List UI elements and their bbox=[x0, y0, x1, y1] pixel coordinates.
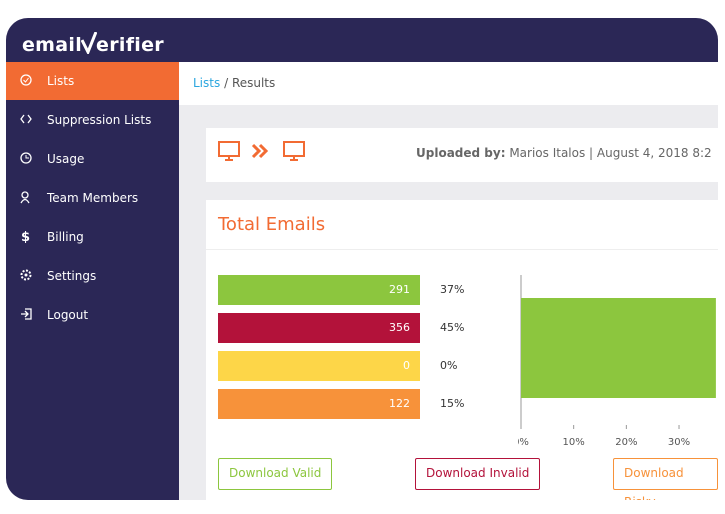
logo-suffix: erifier bbox=[96, 34, 164, 56]
sidebar-item[interactable]: Suppression Lists bbox=[6, 101, 179, 139]
sidebar-icon bbox=[21, 308, 32, 320]
sidebar-item[interactable]: Lists bbox=[6, 62, 179, 100]
breadcrumb-current: Results bbox=[231, 76, 276, 90]
status-percent: 15% bbox=[440, 397, 465, 410]
logo-check bbox=[80, 31, 98, 56]
sidebar-label: Usage bbox=[47, 152, 85, 166]
sidebar-icon bbox=[20, 191, 30, 204]
divider bbox=[206, 249, 718, 250]
sidebar: Lists Suppression Lists Usage Team Members $… bbox=[6, 62, 179, 500]
upload-info: Uploaded by: Marios Italos | August 4, 2… bbox=[416, 146, 712, 160]
upload-label: Uploaded by: bbox=[416, 146, 506, 160]
sidebar-label: Logout bbox=[47, 308, 89, 322]
status-bar: 356 bbox=[218, 313, 420, 343]
sidebar-item[interactable]: Team Members bbox=[6, 179, 179, 217]
x-tick-label: 20% bbox=[615, 437, 637, 448]
x-tick-label: 0% bbox=[518, 437, 529, 448]
sidebar-label: Team Members bbox=[47, 191, 139, 205]
status-bar: 0 bbox=[218, 351, 420, 381]
bar-chart: 0% 10% 20% 30% bbox=[518, 275, 716, 448]
sidebar-label: Suppression Lists bbox=[47, 113, 152, 127]
sidebar-icon bbox=[20, 114, 32, 124]
sidebar-label: Lists bbox=[47, 74, 75, 88]
app-frame: email erifier Lists Suppression Lists Usage… bbox=[6, 18, 718, 500]
sidebar-item[interactable]: $ Billing bbox=[6, 218, 179, 256]
logo-prefix: email bbox=[22, 34, 83, 56]
sidebar-label: Settings bbox=[47, 269, 97, 283]
breadcrumb-link[interactable]: Lists bbox=[193, 76, 221, 90]
upload-text: Marios Italos | August 4, 2018 8:2 bbox=[509, 146, 712, 160]
status-percent: 37% bbox=[440, 283, 465, 296]
status-percent: 45% bbox=[440, 321, 465, 334]
sidebar-item[interactable]: Usage bbox=[6, 140, 179, 178]
x-tick-label: 10% bbox=[563, 437, 585, 448]
svg-text:$: $ bbox=[21, 230, 30, 243]
sidebar-icon bbox=[20, 269, 32, 281]
download-button[interactable]: Download Valid bbox=[218, 458, 333, 490]
download-button[interactable]: Download Invalid bbox=[415, 458, 541, 490]
upload-card: Uploaded by: Marios Italos | August 4, 2… bbox=[206, 128, 718, 182]
sidebar-item[interactable]: Logout bbox=[6, 296, 179, 334]
bar bbox=[521, 298, 716, 398]
sidebar-icon bbox=[20, 152, 32, 164]
breadcrumb-separator: / bbox=[224, 76, 229, 90]
card-title: Total Emails bbox=[218, 214, 326, 235]
breadcrumb: Lists / Results bbox=[179, 62, 718, 105]
sidebar-label: Billing bbox=[47, 230, 84, 244]
status-percent: 0% bbox=[440, 359, 458, 372]
top-bar: email erifier bbox=[6, 18, 718, 62]
status-bar: 291 bbox=[218, 275, 420, 305]
sidebar-item[interactable]: Settings bbox=[6, 257, 179, 295]
sidebar-icon: $ bbox=[21, 230, 30, 243]
logo: email erifier bbox=[22, 31, 164, 56]
x-tick-label: 30% bbox=[668, 437, 690, 448]
download-button[interactable]: Download Risky bbox=[613, 458, 718, 500]
flow-icons bbox=[218, 141, 305, 161]
total-card: Total Emails 0% 10% 20% 30% 291 37% 356 45% 0 0%… bbox=[206, 200, 718, 500]
sidebar-icon bbox=[20, 74, 32, 86]
status-bar: 122 bbox=[218, 389, 420, 419]
